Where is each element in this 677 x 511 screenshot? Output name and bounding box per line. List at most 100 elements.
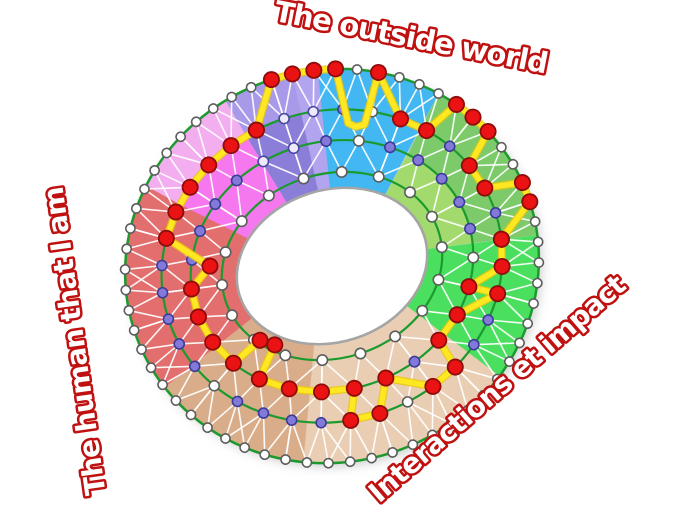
score-node[interactable] (221, 136, 240, 155)
score-node[interactable] (460, 156, 479, 175)
grid-node[interactable] (157, 379, 169, 391)
grid-node[interactable] (463, 222, 477, 235)
grid-node[interactable] (443, 140, 456, 153)
grid-node[interactable] (354, 347, 367, 360)
grid-node[interactable] (528, 298, 540, 310)
grid-node[interactable] (529, 216, 541, 228)
grid-node[interactable] (412, 154, 425, 167)
score-node[interactable] (448, 305, 467, 324)
grid-node[interactable] (316, 354, 329, 367)
score-node[interactable] (459, 277, 478, 296)
grid-node[interactable] (188, 360, 201, 373)
grid-node[interactable] (407, 439, 419, 451)
grid-node[interactable] (403, 186, 417, 199)
grid-node[interactable] (119, 264, 131, 276)
score-node[interactable] (166, 202, 185, 221)
grid-node[interactable] (307, 105, 320, 118)
score-node[interactable] (423, 377, 442, 396)
score-node[interactable] (446, 357, 465, 376)
score-node[interactable] (189, 307, 208, 326)
grid-node[interactable] (372, 170, 385, 183)
grid-node[interactable] (301, 457, 313, 469)
grid-node[interactable] (130, 203, 143, 215)
grid-node[interactable] (462, 404, 474, 416)
grid-node[interactable] (239, 442, 251, 454)
grid-node[interactable] (453, 195, 466, 209)
grid-node[interactable] (207, 103, 219, 115)
grid-node[interactable] (383, 141, 397, 154)
grid-node[interactable] (216, 278, 229, 291)
grid-node[interactable] (320, 134, 333, 148)
grid-node[interactable] (533, 257, 545, 269)
grid-node[interactable] (507, 158, 519, 171)
grid-node[interactable] (344, 456, 356, 468)
grid-node[interactable] (467, 251, 480, 264)
grid-node[interactable] (190, 116, 202, 128)
grid-node[interactable] (145, 362, 157, 374)
score-node[interactable] (312, 382, 331, 401)
grid-node[interactable] (489, 207, 502, 220)
grid-node[interactable] (219, 246, 232, 259)
grid-node[interactable] (315, 416, 328, 429)
grid-node[interactable] (257, 407, 270, 420)
grid-node[interactable] (185, 409, 197, 421)
grid-node[interactable] (416, 304, 429, 317)
score-node[interactable] (520, 192, 539, 211)
grid-node[interactable] (445, 418, 457, 430)
grid-node[interactable] (504, 356, 516, 368)
grid-node[interactable] (531, 277, 544, 289)
grid-node[interactable] (287, 142, 300, 155)
grid-node[interactable] (125, 223, 137, 235)
grid-node[interactable] (280, 454, 292, 466)
grid-node[interactable] (323, 457, 335, 469)
grid-node[interactable] (235, 215, 248, 228)
score-node[interactable] (262, 70, 281, 89)
score-node[interactable] (478, 122, 497, 141)
grid-node[interactable] (121, 243, 133, 255)
grid-node[interactable] (220, 433, 232, 445)
grid-node[interactable] (514, 337, 526, 349)
grid-node[interactable] (136, 344, 148, 356)
score-node[interactable] (199, 155, 218, 174)
grid-node[interactable] (433, 88, 445, 100)
grid-node[interactable] (426, 429, 439, 441)
grid-node[interactable] (209, 197, 222, 211)
grid-node[interactable] (175, 131, 187, 143)
grid-node[interactable] (173, 338, 186, 351)
grid-node[interactable] (366, 452, 378, 464)
grid-node[interactable] (257, 155, 270, 168)
grid-node[interactable] (128, 324, 140, 336)
grid-node[interactable] (432, 273, 445, 286)
grid-node[interactable] (123, 305, 135, 317)
grid-node[interactable] (389, 330, 402, 343)
score-node[interactable] (304, 61, 323, 80)
grid-node[interactable] (393, 71, 406, 84)
grid-node[interactable] (161, 147, 173, 159)
grid-node[interactable] (435, 241, 448, 254)
grid-node[interactable] (162, 313, 175, 326)
grid-node[interactable] (408, 355, 421, 368)
grid-node[interactable] (193, 225, 207, 238)
score-node[interactable] (224, 354, 243, 373)
score-node[interactable] (369, 63, 388, 82)
grid-node[interactable] (297, 172, 310, 185)
score-node[interactable] (513, 173, 532, 192)
score-node[interactable] (280, 379, 299, 398)
grid-node[interactable] (482, 314, 495, 327)
score-node[interactable] (345, 379, 364, 398)
grid-node[interactable] (522, 318, 534, 330)
score-node[interactable] (492, 230, 511, 249)
grid-node[interactable] (387, 447, 399, 459)
grid-node[interactable] (491, 373, 504, 385)
grid-node[interactable] (495, 141, 508, 153)
grid-node[interactable] (259, 449, 271, 461)
score-node[interactable] (417, 121, 436, 140)
score-node[interactable] (463, 108, 482, 127)
grid-node[interactable] (231, 395, 244, 408)
score-node[interactable] (391, 109, 410, 128)
grid-node[interactable] (120, 284, 132, 296)
score-node[interactable] (181, 178, 200, 197)
score-node[interactable] (326, 59, 345, 78)
score-node[interactable] (447, 95, 466, 114)
score-node[interactable] (488, 284, 507, 303)
